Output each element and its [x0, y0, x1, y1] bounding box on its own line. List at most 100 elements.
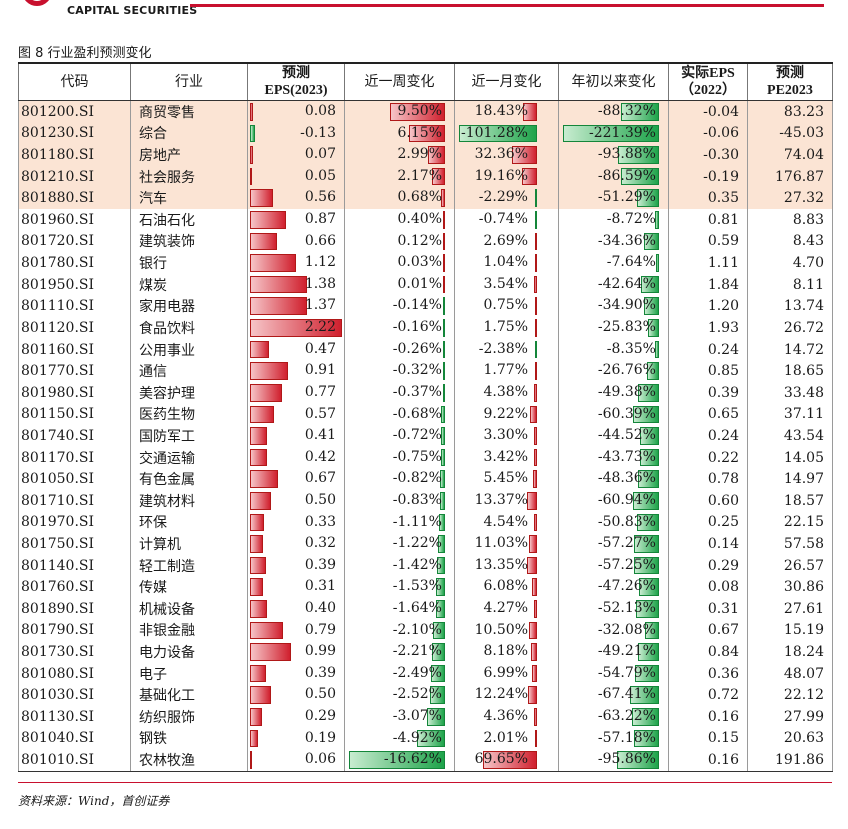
cell-month: 8.18% [454, 641, 559, 663]
data-bar-month [532, 470, 537, 488]
cell-value: 0.12% [397, 232, 442, 249]
cell-value: 0.07 [304, 146, 336, 163]
cell-month: 4.38% [454, 381, 559, 404]
cell-eps2022: 0.67 [668, 619, 748, 642]
cell-code: 801760.SI [18, 576, 131, 599]
cell-value: 5.45% [483, 470, 528, 487]
cell-code: 801740.SI [18, 425, 131, 447]
cell-month: 18.43% [454, 100, 559, 123]
data-bar-ytd [639, 427, 659, 445]
cell-week: -2.21% [344, 641, 455, 663]
data-bar-week [430, 664, 445, 683]
data-bar-eps2023 [250, 664, 267, 683]
cell-value: 1.04% [483, 254, 528, 271]
cell-eps2022: 0.16 [668, 749, 748, 772]
cell-value: 2.69% [483, 232, 528, 249]
cell-ytd: -47.26% [558, 576, 669, 599]
cell-code: 801030.SI [18, 684, 131, 707]
cell-value: 0.99 [304, 643, 336, 660]
cell-pe2023: 27.61 [747, 598, 833, 620]
cell-value: 11.03% [474, 535, 528, 552]
data-bar-ytd [632, 491, 659, 510]
column-header-code: 代码 [18, 62, 131, 101]
data-bar-week [436, 578, 445, 597]
cell-month: 6.99% [454, 662, 559, 685]
data-bar-eps2023 [250, 751, 253, 769]
cell-industry: 有色金属 [130, 468, 248, 490]
cell-value: -1.22% [392, 535, 442, 552]
cell-eps2023: 0.05 [247, 165, 345, 188]
data-bar-month [533, 600, 537, 618]
cell-ytd: -50.83% [558, 511, 669, 534]
cell-value: 3.54% [483, 275, 528, 292]
cell-code: 801180.SI [18, 144, 131, 166]
cell-value: -101.28% [460, 124, 528, 141]
cell-value: -2.49% [392, 664, 442, 681]
cell-value: 9.22% [483, 405, 528, 422]
data-bar-month [534, 232, 537, 251]
cell-value: -0.75% [392, 448, 442, 465]
cell-pe2023: 37.11 [747, 403, 833, 426]
cell-eps2022: 1.11 [668, 252, 748, 274]
data-bar-ytd [635, 664, 659, 683]
cell-value: -95.86% [597, 751, 656, 768]
cell-industry: 环保 [130, 511, 248, 534]
cell-industry: 公用事业 [130, 338, 248, 361]
data-bar-week [440, 427, 445, 445]
cell-industry: 家用电器 [130, 295, 248, 318]
cell-value: 0.33 [304, 513, 336, 530]
cell-pe2023: 14.97 [747, 468, 833, 490]
cell-eps2022: -0.04 [668, 100, 748, 123]
cell-pe2023: 43.54 [747, 425, 833, 447]
cell-value: -57.27% [597, 535, 656, 552]
cell-value: -49.21% [597, 643, 656, 660]
cell-value: -32.08% [597, 621, 656, 638]
cell-ytd: -49.38% [558, 381, 669, 404]
data-bar-month [529, 405, 537, 424]
cell-value: 19.16% [474, 167, 528, 184]
table-row: 801030.SI 基础化工 0.50 -2.52% 12.24% -67.41% 0.72… [18, 684, 833, 707]
cell-month: -2.29% [454, 187, 559, 210]
data-bar-week [409, 124, 445, 143]
cell-ytd: -44.52% [558, 425, 669, 447]
cell-industry: 电子 [130, 662, 248, 685]
cell-code: 801780.SI [18, 252, 131, 274]
cell-value: -1.53% [392, 578, 442, 595]
table-row: 801880.SI 汽车 0.56 0.68% -2.29% -51.29% 0.35 27.… [18, 187, 833, 210]
cell-pe2023: 33.48 [747, 381, 833, 404]
cell-value: 8.18% [483, 643, 528, 660]
table-row: 801790.SI 非银金融 0.79 -2.10% 10.50% -32.08% 0.67… [18, 619, 833, 642]
data-bar-month [535, 297, 537, 316]
data-bar-eps2023 [250, 124, 256, 143]
cell-eps2022: 0.16 [668, 706, 748, 728]
cell-eps2022: 0.25 [668, 511, 748, 534]
data-bar-eps2023 [250, 448, 268, 467]
cell-ytd: -49.21% [558, 641, 669, 663]
cell-value: 0.91 [304, 362, 336, 379]
table-row: 801140.SI 轻工制造 0.39 -1.42% 13.35% -57.25% 0.29… [18, 554, 833, 577]
cell-value: 0.19 [304, 729, 336, 746]
cell-ytd: -57.18% [558, 727, 669, 750]
data-bar-ytd [620, 103, 659, 121]
cell-industry: 国防军工 [130, 425, 248, 447]
data-bar-month [535, 319, 537, 337]
cell-week: -0.14% [344, 295, 455, 318]
table-row: 801160.SI 公用事业 0.47 -0.26% -2.38% -8.35% 0.24 1… [18, 338, 833, 361]
cell-industry: 食品饮料 [130, 317, 248, 339]
cell-eps2023: 0.07 [247, 144, 345, 166]
cell-industry: 美容护理 [130, 381, 248, 404]
cell-month: 1.04% [454, 252, 559, 274]
cell-week: -0.32% [344, 360, 455, 382]
data-bar-month [535, 189, 537, 208]
data-bar-week [390, 103, 445, 121]
cell-eps2023: 0.99 [247, 641, 345, 663]
cell-code: 801880.SI [18, 187, 131, 210]
cell-week: 6.15% [344, 122, 455, 145]
source-note: 资料来源：Wind，首创证券 [18, 794, 170, 808]
cell-value: -1.11% [392, 513, 442, 530]
data-bar-eps2023 [250, 470, 278, 488]
data-bar-ytd [644, 232, 659, 251]
cell-month: 32.36% [454, 144, 559, 166]
cell-industry: 汽车 [130, 187, 248, 210]
cell-industry: 机械设备 [130, 598, 248, 620]
